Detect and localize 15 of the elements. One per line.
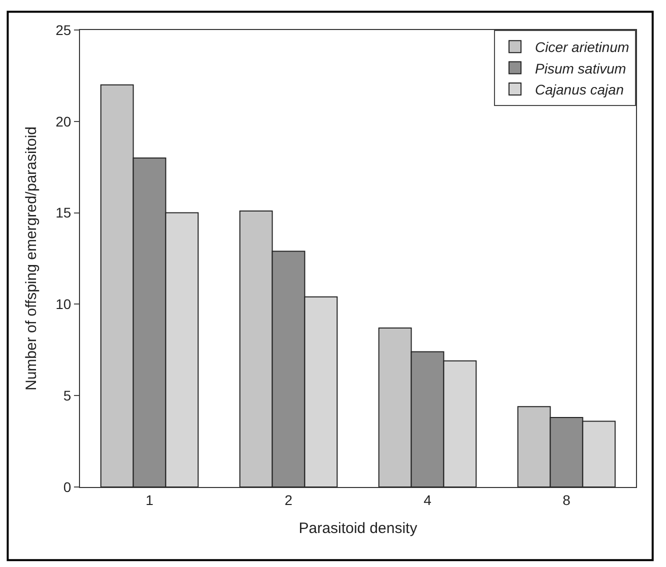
x-tick-label: 1 xyxy=(146,492,154,508)
y-tick-label: 25 xyxy=(56,22,72,38)
y-tick-label: 15 xyxy=(56,204,72,221)
x-axis-title: Parasitoid density xyxy=(298,520,418,537)
legend-label: Cicer arietinum xyxy=(535,39,630,56)
x-tick-label: 8 xyxy=(562,492,571,508)
y-tick-label: 0 xyxy=(63,478,72,495)
x-tick-label: 2 xyxy=(284,492,293,508)
legend-label: Cajanus cajan xyxy=(535,81,624,98)
y-axis-title: Number of offsping emergred/parasitoid xyxy=(22,126,40,391)
y-tick-label: 5 xyxy=(63,388,72,404)
y-tick-label: 10 xyxy=(56,296,72,312)
x-tick-label: 4 xyxy=(424,492,432,508)
y-tick-label: 20 xyxy=(56,113,72,130)
legend-label: Pisum sativum xyxy=(535,60,626,76)
